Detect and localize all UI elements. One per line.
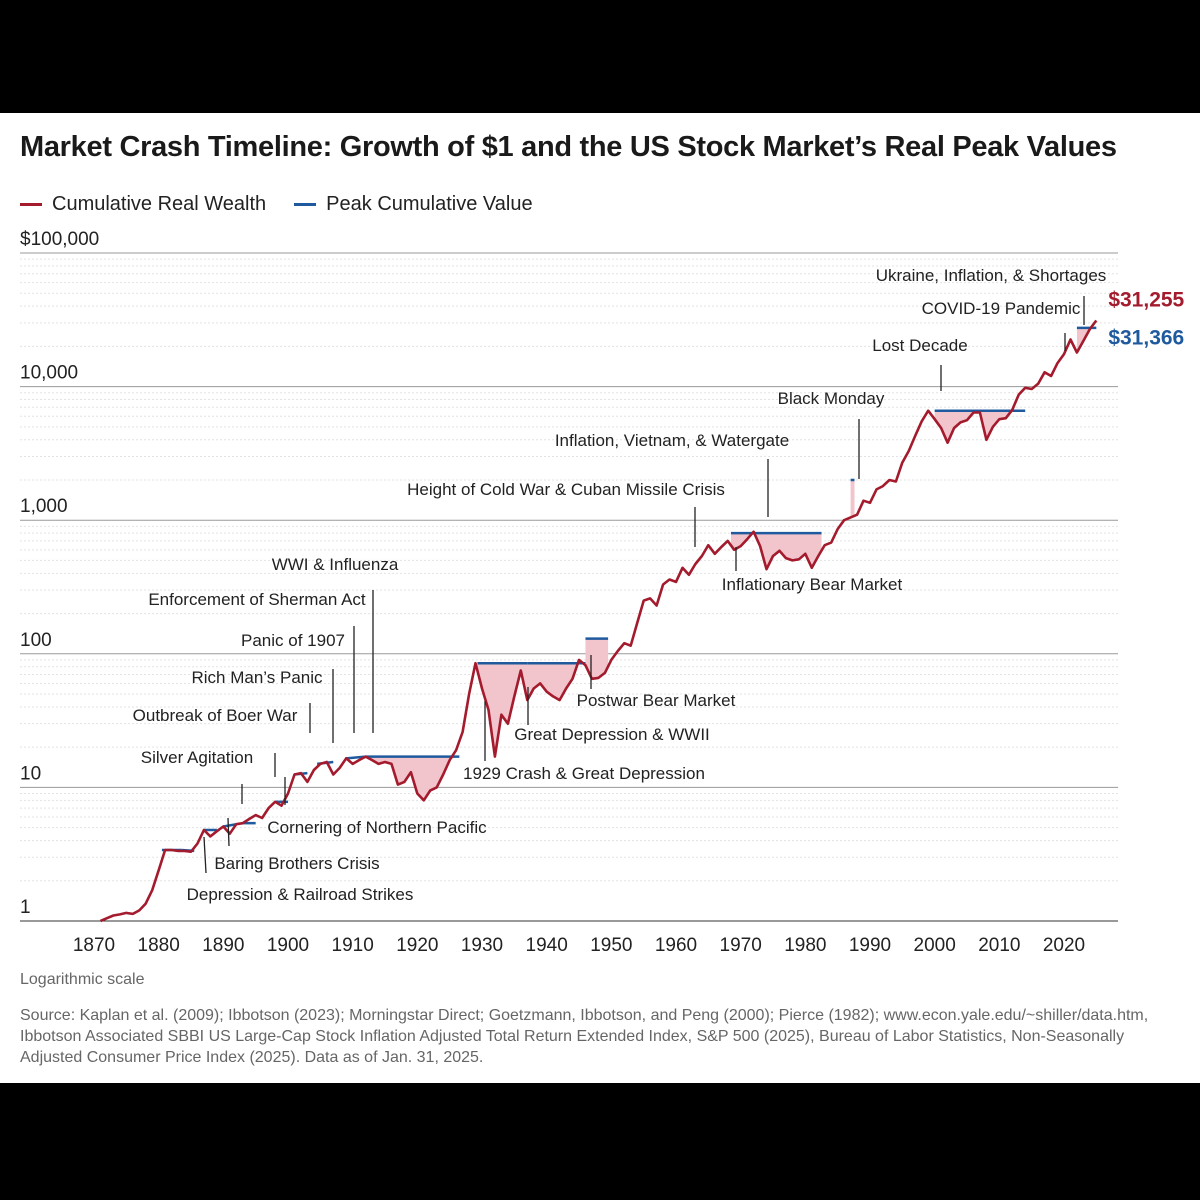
x-tick-label: 1890	[202, 935, 244, 956]
end-label-peak: $31,366	[1108, 326, 1184, 349]
annotation-label: Ukraine, Inflation, & Shortages	[876, 266, 1107, 285]
annotation-label: Height of Cold War & Cuban Missile Crisi…	[407, 480, 725, 499]
x-tick-label: 1900	[267, 935, 309, 956]
y-tick-label: 1	[20, 897, 31, 918]
y-tick-label: 10,000	[20, 363, 78, 384]
annotation-label: Panic of 1907	[241, 631, 345, 650]
legend-item-peak: Peak Cumulative Value	[294, 193, 533, 216]
x-tick-label: 1940	[526, 935, 568, 956]
drawdown-area	[477, 663, 586, 757]
scale-note: Logarithmic scale	[20, 971, 145, 988]
x-tick-label: 1950	[590, 935, 632, 956]
annotation-label: Great Depression & WWII	[514, 725, 710, 744]
chart-legend: Cumulative Real Wealth Peak Cumulative V…	[20, 193, 533, 216]
drawdown-area	[365, 756, 460, 801]
annotation-label: Enforcement of Sherman Act	[148, 590, 366, 609]
drawdown-area	[730, 533, 822, 570]
wealth-layer	[99, 319, 1098, 923]
axis-layer: 1 10 100 1,000 10,000 $100,000 1870 1880 1890 190…	[20, 229, 1185, 956]
legend-label-peak: Peak Cumulative Value	[326, 193, 533, 215]
drawdown-area	[850, 479, 855, 518]
annotation-label: Silver Agitation	[141, 748, 253, 767]
y-tick-label: $100,000	[20, 229, 99, 250]
y-tick-label: 1,000	[20, 496, 68, 517]
legend-swatch-wealth	[20, 203, 42, 206]
legend-item-wealth: Cumulative Real Wealth	[20, 193, 266, 216]
x-tick-label: 1980	[784, 935, 826, 956]
chart-title: Market Crash Timeline: Growth of $1 and …	[20, 131, 1117, 163]
x-tick-label: 1920	[396, 935, 438, 956]
x-tick-label: 1870	[73, 935, 115, 956]
drawdown-layer	[365, 327, 1097, 801]
y-tick-label: 100	[20, 630, 52, 651]
annotation-label: Baring Brothers Crisis	[214, 854, 379, 873]
x-tick-label: 1990	[849, 935, 891, 956]
annotation-tick	[203, 836, 207, 874]
annotation-layer: Depression & Railroad Strikes Baring Brot…	[133, 266, 1107, 904]
annotation-label: Outbreak of Boer War	[133, 706, 298, 725]
x-tick-label: 1930	[461, 935, 503, 956]
annotation-label: Rich Man’s Panic	[191, 668, 323, 687]
x-tick-label: 1910	[332, 935, 374, 956]
annotation-label: Postwar Bear Market	[577, 691, 736, 710]
annotation-tick	[227, 817, 230, 847]
y-tick-label: 10	[20, 763, 41, 784]
x-tick-label: 2000	[914, 935, 956, 956]
annotation-label: 1929 Crash & Great Depression	[463, 764, 705, 783]
chart-plot: Depression & Railroad Strikes Baring Brot…	[20, 229, 1185, 956]
annotation-label: Depression & Railroad Strikes	[187, 885, 414, 904]
drawdown-area	[934, 410, 1026, 443]
annotation-label: COVID-19 Pandemic	[922, 299, 1081, 318]
annotation-label: Lost Decade	[872, 336, 967, 355]
x-tick-label: 1970	[720, 935, 762, 956]
annotation-label: Cornering of Northern Pacific	[267, 818, 487, 837]
drawdown-area	[1076, 327, 1097, 353]
annotation-label: WWI & Influenza	[272, 555, 399, 574]
wealth-line	[99, 319, 1098, 923]
x-tick-label: 2020	[1043, 935, 1085, 956]
annotation-label: Black Monday	[778, 389, 885, 408]
annotation-label: Inflation, Vietnam, & Watergate	[555, 431, 789, 450]
x-tick-label: 1960	[655, 935, 697, 956]
peak-segment	[223, 823, 237, 828]
x-tick-label: 2010	[978, 935, 1020, 956]
annotation-label: Inflationary Bear Market	[722, 575, 903, 594]
end-label-wealth: $31,255	[1108, 288, 1184, 311]
chart-card: Market Crash Timeline: Growth of $1 and …	[0, 113, 1200, 1083]
source-note: Source: Kaplan et al. (2009); Ibbotson (…	[20, 1007, 1149, 1066]
legend-swatch-peak	[294, 203, 317, 206]
x-tick-label: 1880	[138, 935, 180, 956]
legend-label-wealth: Cumulative Real Wealth	[52, 193, 267, 215]
